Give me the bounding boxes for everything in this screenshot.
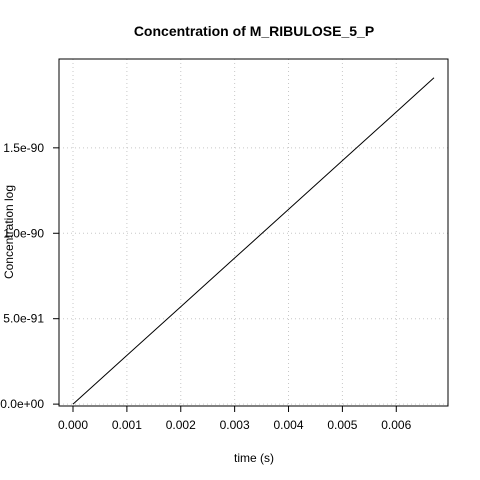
- y-axis-label: Concentration log: [2, 185, 16, 279]
- y-tick-label: 5.0e-91: [3, 312, 44, 326]
- grid: [59, 59, 448, 406]
- x-tick-label: 0.002: [166, 418, 196, 432]
- plot-frame: [58, 58, 449, 407]
- series-line: [72, 77, 435, 405]
- y-tick-label: 0.0e+00: [0, 397, 44, 411]
- x-tick-label: 0.003: [220, 418, 250, 432]
- y-axis: 0.0e+00 5.0e-91 1.0e-90 1.5e-90: [0, 141, 60, 411]
- x-axis-label: time (s): [234, 451, 274, 465]
- x-tick-label: 0.001: [112, 418, 142, 432]
- x-tick-label: 0.000: [58, 418, 88, 432]
- x-axis: 0.000 0.001 0.002 0.003 0.004 0.005 0.006: [58, 405, 412, 432]
- chart-title: Concentration of M_RIBULOSE_5_P: [134, 23, 374, 39]
- x-tick-label: 0.004: [274, 418, 304, 432]
- y-tick-label: 1.5e-90: [3, 141, 44, 155]
- x-tick-label: 0.005: [327, 418, 357, 432]
- y-tick-label: 1.0e-90: [3, 226, 44, 240]
- series-layer: [72, 77, 435, 405]
- x-tick-label: 0.006: [381, 418, 411, 432]
